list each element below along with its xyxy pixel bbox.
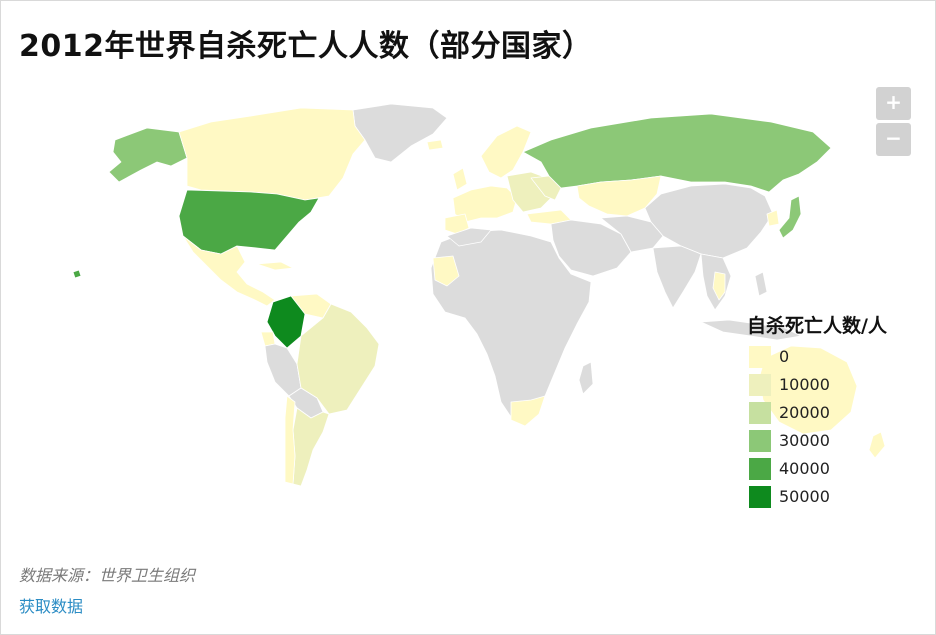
legend-title: 自杀死亡人数/人 bbox=[747, 315, 887, 337]
region-thailand[interactable] bbox=[712, 271, 726, 301]
region-ukraine[interactable] bbox=[530, 175, 562, 201]
region-chile[interactable] bbox=[284, 395, 296, 485]
region-africa[interactable] bbox=[430, 229, 592, 421]
region-mauritania[interactable] bbox=[432, 255, 460, 287]
region-iran[interactable] bbox=[600, 215, 664, 253]
zoom-in-button[interactable]: + bbox=[876, 87, 911, 120]
data-source: 数据来源：世界卫生组织 bbox=[19, 566, 196, 585]
region-colombia[interactable] bbox=[266, 295, 306, 349]
region-usa[interactable] bbox=[178, 189, 320, 255]
legend-item[interactable]: 20000 bbox=[747, 400, 927, 428]
region-russia[interactable] bbox=[522, 113, 832, 193]
region-mexico[interactable] bbox=[182, 235, 276, 307]
region-india[interactable] bbox=[652, 245, 702, 309]
region-ecuador[interactable] bbox=[260, 331, 276, 347]
legend-swatch bbox=[749, 458, 771, 480]
region-australia[interactable] bbox=[758, 345, 858, 435]
legend-item[interactable]: 50000 bbox=[747, 484, 927, 512]
region-north-africa[interactable] bbox=[446, 227, 492, 247]
region-greenland[interactable] bbox=[352, 103, 448, 163]
legend-label: 10000 bbox=[779, 375, 830, 394]
region-argentina[interactable] bbox=[292, 407, 330, 487]
legend-label: 30000 bbox=[779, 431, 830, 450]
legend-label: 0 bbox=[779, 347, 790, 366]
region-philippines[interactable] bbox=[754, 271, 768, 297]
legend-item[interactable]: 10000 bbox=[747, 372, 927, 400]
legend-swatch bbox=[749, 430, 771, 452]
region-alaska[interactable] bbox=[108, 127, 188, 183]
region-madagascar[interactable] bbox=[578, 361, 594, 395]
legend-item[interactable]: 0 bbox=[747, 344, 927, 372]
legend-item[interactable]: 40000 bbox=[747, 456, 927, 484]
region-hawaii[interactable] bbox=[72, 269, 82, 279]
region-iceland[interactable] bbox=[426, 139, 444, 151]
region-uk[interactable] bbox=[452, 167, 468, 191]
region-south-africa[interactable] bbox=[510, 395, 546, 427]
region-china[interactable] bbox=[644, 183, 774, 259]
map-legend: 自杀死亡人数/人 0 10000 20000 30000 40000 50000 bbox=[747, 311, 927, 512]
region-canada[interactable] bbox=[178, 107, 366, 201]
legend-swatch bbox=[749, 346, 771, 368]
legend-items: 0 10000 20000 30000 40000 50000 bbox=[747, 344, 927, 512]
zoom-out-button[interactable]: − bbox=[876, 123, 911, 156]
world-map[interactable] bbox=[61, 96, 901, 526]
legend-item[interactable]: 30000 bbox=[747, 428, 927, 456]
legend-swatch bbox=[749, 402, 771, 424]
legend-label: 50000 bbox=[779, 487, 830, 506]
legend-swatch bbox=[749, 486, 771, 508]
region-japan[interactable] bbox=[778, 195, 802, 239]
region-korea[interactable] bbox=[766, 209, 780, 227]
get-data-link[interactable]: 获取数据 bbox=[19, 597, 84, 616]
legend-label: 40000 bbox=[779, 459, 830, 478]
legend-swatch bbox=[749, 374, 771, 396]
region-indonesia[interactable] bbox=[700, 319, 802, 341]
region-new-zealand[interactable] bbox=[868, 431, 886, 459]
world-map-svg[interactable] bbox=[61, 96, 901, 526]
page-title: 2012年世界自杀死亡人人数（部分国家） bbox=[19, 29, 593, 64]
region-caribbean[interactable] bbox=[256, 261, 294, 271]
region-peru[interactable] bbox=[264, 343, 302, 397]
region-middle-east[interactable] bbox=[550, 219, 632, 277]
legend-label: 20000 bbox=[779, 403, 830, 422]
